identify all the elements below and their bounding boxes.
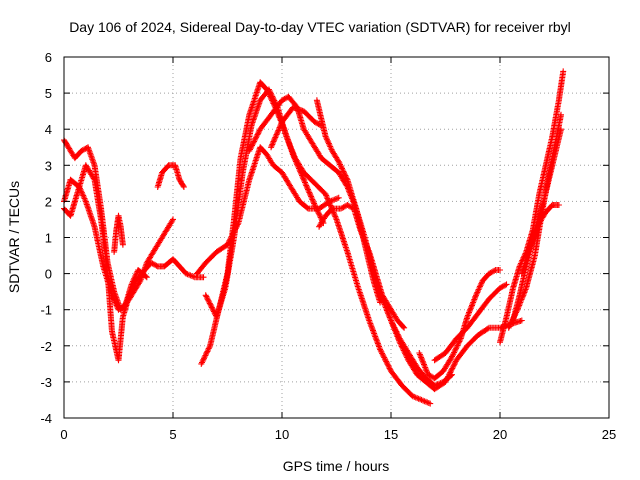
data-series (316, 202, 408, 331)
data-series (268, 104, 325, 151)
data-point-markers (518, 126, 564, 277)
x-tick-label: 15 (384, 427, 398, 442)
y-tick-label: 2 (45, 194, 52, 209)
data-point-markers (111, 212, 126, 255)
y-tick-label: 1 (45, 231, 52, 246)
y-tick-label: 5 (45, 86, 52, 101)
grid-lines (64, 57, 609, 418)
y-tick-labels: -4 -3 -2 -1 0 1 2 3 4 5 6 (40, 50, 52, 426)
y-axis-label: SDTVAR / TECUs (6, 181, 22, 293)
data-point-markers (202, 86, 434, 407)
data-series (518, 126, 564, 277)
x-tick-label: 10 (275, 427, 289, 442)
chart-title: Day 106 of 2024, Sidereal Day-to-day VTE… (69, 19, 571, 35)
data-series (431, 281, 510, 364)
y-tick-label: 3 (45, 158, 52, 173)
y-tick-label: 4 (45, 122, 52, 137)
y-tick-label: -3 (40, 375, 52, 390)
y-tick-label: 6 (45, 50, 52, 65)
data-series (198, 79, 327, 367)
data-point-markers (268, 104, 325, 151)
data-series (111, 212, 126, 255)
data-point-markers (316, 202, 408, 331)
x-tick-label: 20 (493, 427, 507, 442)
y-tick-label: -4 (40, 411, 52, 426)
y-tick-label: -1 (40, 303, 52, 318)
data-series (510, 202, 562, 324)
data-point-markers (431, 281, 510, 364)
data-point-markers (154, 162, 187, 190)
x-tick-labels: 0 5 10 15 20 25 (60, 427, 616, 442)
data-marks (61, 68, 567, 407)
x-axis-label: GPS time / hours (283, 458, 390, 474)
data-series (154, 162, 187, 190)
x-tick-label: 25 (602, 427, 616, 442)
data-point-markers (510, 202, 562, 324)
y-tick-label: 0 (45, 267, 52, 282)
x-tick-label: 5 (169, 427, 176, 442)
data-series (202, 86, 434, 407)
data-series (416, 267, 503, 382)
axis-ticks (63, 56, 610, 419)
data-point-markers (416, 267, 503, 382)
x-tick-label: 0 (60, 427, 67, 442)
y-tick-label: -2 (40, 339, 52, 354)
data-point-markers (198, 79, 327, 367)
